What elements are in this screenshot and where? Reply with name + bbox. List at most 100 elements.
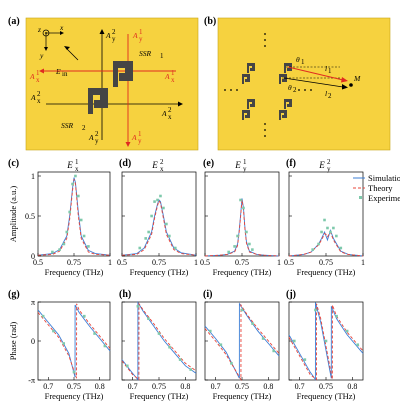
chart-title-sub: y — [243, 165, 247, 173]
experiment-point — [236, 234, 239, 238]
x-tick-label: 0.8 — [180, 382, 190, 391]
x-tick-label: 1 — [277, 258, 281, 267]
panel-label-c: (c) — [8, 158, 19, 169]
experiment-point — [82, 314, 86, 318]
theta1-label: θ — [296, 55, 300, 64]
x-tick-label: 0.75 — [319, 258, 333, 267]
x-tick-label: 0.75 — [67, 382, 81, 391]
ssr1-label: SSR — [139, 49, 152, 58]
experiment-point — [261, 337, 265, 340]
ssr1-sub: 1 — [160, 52, 164, 60]
l2-line — [283, 77, 344, 88]
experiment-point — [329, 230, 332, 234]
experiment-point — [72, 370, 76, 374]
experiment-point — [87, 245, 90, 248]
y-tick-label: π — [31, 298, 35, 307]
a2x-right-sup: 2 — [168, 106, 172, 114]
a2x-right-label: A — [161, 109, 167, 118]
x-axis-label: Frequency (THz) — [213, 391, 272, 401]
experiment-point — [248, 242, 251, 246]
black-horizontal-arrow-head — [178, 101, 183, 107]
plot-frame — [121, 171, 197, 257]
x-tick-label: 1 — [361, 258, 365, 267]
experiment-point — [62, 342, 66, 345]
experiment-point — [147, 230, 150, 234]
experiment-point — [272, 349, 276, 353]
chart-title-sub: x — [75, 165, 79, 173]
experiment-point — [52, 329, 55, 333]
theory-line — [204, 303, 280, 382]
ein-label: E — [55, 67, 61, 76]
experiment-point — [156, 198, 159, 202]
x-tick-label: 0.75 — [67, 258, 81, 267]
panel-label-h: (h) — [119, 289, 131, 300]
experiment-point — [227, 250, 230, 254]
l1-line — [287, 66, 344, 81]
x-tick-label: 0.8 — [347, 382, 357, 391]
simulation-line — [37, 304, 111, 378]
experiment-point — [245, 230, 248, 234]
experiment-point — [314, 308, 317, 312]
x-tick-label: 0.7 — [295, 382, 305, 391]
y-tick-label: 0 — [31, 337, 35, 346]
chart-title: E — [234, 160, 241, 170]
panel-label-d: (d) — [119, 158, 131, 169]
y-axis-arrow — [44, 47, 48, 51]
array-element — [242, 110, 250, 120]
legend-entry: Theory — [368, 183, 393, 193]
x-axis-arrow — [60, 31, 64, 35]
x-tick-label: 0.75 — [235, 382, 249, 391]
z-axis-label: z — [37, 25, 41, 34]
experiment-point — [292, 339, 296, 343]
a1y-bottom-label: A — [131, 133, 137, 142]
x-tick-label: 0.5 — [33, 258, 43, 267]
x-tick-label: 1 — [194, 258, 198, 267]
x-tick-label: 0.8 — [95, 382, 105, 391]
x-tick-label: 0.5 — [117, 258, 127, 267]
experiment-point — [189, 368, 193, 371]
chart-title: E — [151, 160, 158, 170]
array-elements — [242, 63, 292, 120]
experiment-point — [79, 218, 83, 222]
chart-title: E — [318, 160, 325, 170]
m-label: M — [353, 74, 361, 83]
x-tick-label: 0.75 — [152, 382, 166, 391]
experiment-point — [178, 358, 182, 361]
plot-frame — [288, 171, 364, 257]
x-axis-label: Frequency (THz) — [297, 391, 356, 401]
chart-title-sup: 1 — [243, 158, 247, 166]
a2y-top-label: A — [105, 31, 111, 40]
array-element — [279, 110, 287, 120]
simulation-line — [37, 177, 111, 256]
panel-b-background — [217, 17, 391, 151]
y-axis-label: Phase (rad) — [8, 322, 18, 361]
a1y-top-sup: 1 — [139, 28, 143, 36]
a2x-left-label: A — [30, 93, 36, 102]
array-element — [242, 74, 250, 84]
ssr2-sub: 2 — [82, 124, 86, 132]
x-axis-label: Frequency (THz) — [297, 267, 356, 277]
l2-sub: 2 — [328, 92, 332, 100]
plot-frame — [121, 301, 197, 381]
experiment-point — [165, 222, 168, 226]
experiment-point — [251, 248, 254, 251]
x-tick-label: 0.75 — [319, 382, 333, 391]
chart-title-sup: 2 — [327, 158, 331, 166]
a1x-left-sup: 1 — [36, 69, 40, 77]
experiment-point — [58, 248, 61, 251]
experiment-point — [335, 234, 338, 238]
plot-frame — [37, 171, 111, 257]
experiment-point — [324, 339, 328, 343]
chart-title-sup: 1 — [75, 158, 79, 166]
panel-b-diagram: M θ 1 θ 2 l 1 l 2 — [217, 17, 391, 151]
experiment-point — [93, 332, 96, 335]
x-axis-label: Frequency (THz) — [213, 267, 272, 277]
red-vertical-arrow-head — [125, 142, 131, 147]
experiment-point — [71, 182, 74, 186]
experiment-point — [144, 237, 147, 240]
ein-arrow-head — [64, 46, 70, 50]
array-element — [284, 63, 292, 73]
ein-sub: in — [62, 70, 68, 78]
